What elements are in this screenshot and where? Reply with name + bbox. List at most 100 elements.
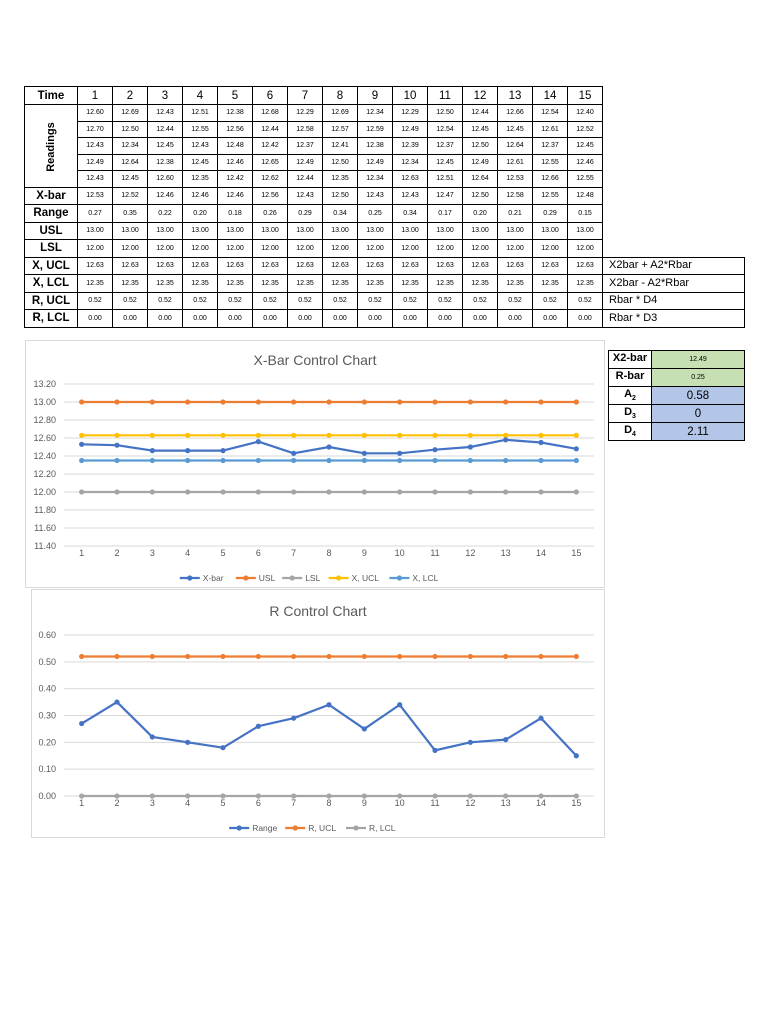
data-point	[573, 399, 579, 405]
data-point	[503, 457, 509, 464]
data-point	[397, 457, 403, 464]
stat-cell: 0.00	[182, 309, 218, 328]
stat-cell: 12.00	[497, 239, 533, 258]
reading-cell: 12.39	[392, 137, 428, 155]
stat-cell: 13.00	[462, 221, 498, 240]
stat-cell: 13.00	[182, 221, 218, 240]
data-point	[114, 653, 120, 660]
data-point	[149, 653, 155, 660]
x-tick-label: 2	[114, 798, 119, 808]
reading-cell: 12.43	[147, 104, 183, 122]
reading-cell: 12.55	[567, 170, 603, 188]
data-point	[503, 399, 509, 405]
stat-cell: 13.00	[287, 221, 323, 240]
data-point	[361, 489, 367, 495]
stat-cell: 12.00	[147, 239, 183, 258]
time-cell: 3	[147, 86, 183, 105]
stat-cell: 12.35	[252, 274, 288, 293]
reading-cell: 12.50	[112, 120, 148, 138]
stat-label: X-bar	[24, 186, 78, 205]
reading-cell: 12.48	[217, 137, 253, 155]
data-point	[255, 723, 261, 729]
stat-cell: 12.00	[567, 239, 603, 258]
data-point	[220, 793, 226, 799]
stat-cell: 0.35	[112, 204, 148, 223]
x-tick-label: 8	[326, 798, 331, 808]
stat-cell: 12.00	[112, 239, 148, 258]
stat-label: Range	[24, 204, 78, 223]
x-tick-label: 9	[362, 548, 367, 558]
y-tick-label: 0.50	[38, 657, 56, 667]
data-point	[538, 439, 544, 446]
stat-cell: 12.50	[322, 186, 358, 205]
data-point	[503, 737, 509, 743]
data-point	[573, 489, 579, 495]
reading-cell: 12.54	[532, 104, 568, 122]
reading-cell: 12.45	[462, 120, 498, 138]
data-point	[185, 739, 191, 745]
data-point	[326, 793, 332, 799]
stat-cell: 12.00	[252, 239, 288, 258]
data-point	[432, 432, 438, 438]
stat-cell: 12.56	[252, 186, 288, 205]
data-point	[573, 432, 579, 438]
reading-cell: 12.56	[217, 120, 253, 138]
reading-cell: 12.35	[322, 170, 358, 188]
stat-cell: 0.52	[287, 291, 323, 310]
stat-cell: 12.35	[427, 274, 463, 293]
reading-cell: 12.34	[357, 170, 393, 188]
chart-title: X-Bar Control Chart	[254, 352, 377, 368]
reading-cell: 12.50	[322, 153, 358, 171]
data-point	[114, 457, 120, 464]
reading-cell: 12.45	[427, 153, 463, 171]
data-point	[149, 448, 155, 454]
data-point	[361, 793, 367, 799]
stat-cell: 12.53	[77, 186, 113, 205]
reading-cell: 12.51	[182, 104, 218, 122]
data-point	[573, 457, 579, 464]
stat-cell: 0.26	[252, 204, 288, 223]
stat-label: USL	[24, 221, 78, 240]
stat-cell: 0.00	[392, 309, 428, 328]
stat-cell: 0.52	[252, 291, 288, 310]
constant-label-sub: 3	[632, 413, 636, 421]
time-cell: 10	[392, 86, 428, 105]
legend-entry: USL	[235, 573, 276, 583]
stat-cell: 0.29	[287, 204, 323, 223]
constant-label: D3	[608, 404, 652, 423]
stat-cell: 12.43	[287, 186, 323, 205]
data-point	[573, 446, 579, 452]
legend-label: USL	[259, 573, 276, 583]
y-tick-label: 0.60	[38, 630, 56, 640]
data-point	[503, 793, 509, 799]
reading-cell: 12.45	[567, 137, 603, 155]
legend-entry: X-bar	[179, 573, 224, 583]
x-tick-label: 13	[501, 548, 511, 558]
data-point	[79, 489, 85, 495]
stat-cell: 12.35	[112, 274, 148, 293]
reading-cell: 12.44	[147, 120, 183, 138]
stat-cell: 0.25	[357, 204, 393, 223]
y-tick-label: 11.60	[34, 523, 56, 533]
stat-cell: 12.35	[77, 274, 113, 293]
time-cell: 12	[462, 86, 498, 105]
stat-cell: 0.20	[462, 204, 498, 223]
legend-marker	[353, 825, 359, 831]
x-tick-label: 6	[256, 798, 261, 808]
constant-label: A2	[608, 386, 652, 405]
data-point	[361, 399, 367, 405]
reading-cell: 12.46	[217, 153, 253, 171]
data-point	[79, 720, 85, 727]
formula-text: X2bar + A2*Rbar	[609, 259, 692, 271]
data-point	[432, 489, 438, 495]
stat-cell: 0.52	[567, 291, 603, 310]
stat-cell: 0.00	[497, 309, 533, 328]
y-tick-label: 11.40	[34, 541, 56, 551]
stat-cell: 12.43	[392, 186, 428, 205]
reading-cell: 12.29	[392, 104, 428, 122]
legend-entry: R, LCL	[346, 823, 396, 833]
stat-cell: 13.00	[427, 221, 463, 240]
data-point	[503, 437, 509, 443]
data-point	[432, 457, 438, 464]
reading-cell: 12.49	[357, 153, 393, 171]
